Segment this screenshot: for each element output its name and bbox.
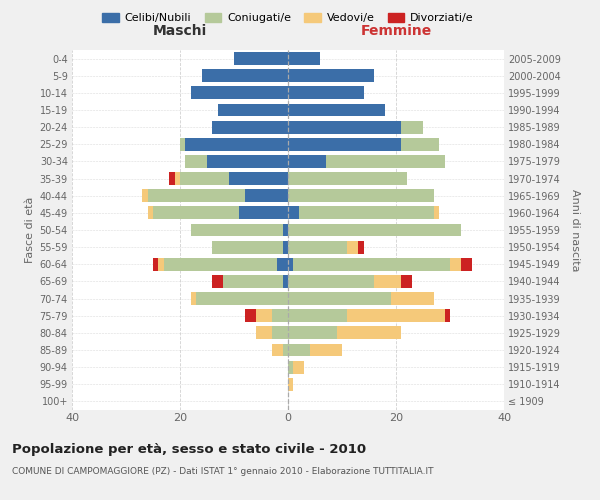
Y-axis label: Anni di nascita: Anni di nascita (571, 188, 580, 271)
Bar (299, 206, 434, 220)
Bar (358, 240, 364, 254)
Bar (229, 172, 288, 185)
Bar (450, 258, 461, 270)
Bar (288, 360, 293, 374)
Text: Femmine: Femmine (361, 24, 431, 38)
Bar (288, 258, 293, 270)
Bar (401, 138, 439, 150)
Y-axis label: Fasce di età: Fasce di età (25, 197, 35, 263)
Bar (191, 224, 283, 236)
Bar (288, 310, 347, 322)
Bar (293, 258, 450, 270)
Text: COMUNE DI CAMPOMAGGIORE (PZ) - Dati ISTAT 1° gennaio 2010 - Elaborazione TUTTITA: COMUNE DI CAMPOMAGGIORE (PZ) - Dati ISTA… (12, 468, 433, 476)
Bar (283, 224, 288, 236)
Bar (245, 190, 288, 202)
Bar (293, 360, 304, 374)
Bar (461, 258, 472, 270)
Bar (445, 310, 450, 322)
Bar (288, 138, 401, 150)
Bar (310, 344, 342, 356)
Bar (277, 258, 288, 270)
Bar (288, 120, 401, 134)
Text: Maschi: Maschi (153, 24, 207, 38)
Bar (288, 104, 385, 117)
Bar (148, 206, 153, 220)
Bar (347, 310, 445, 322)
Bar (153, 206, 239, 220)
Bar (288, 326, 337, 340)
Bar (288, 224, 461, 236)
Bar (196, 292, 288, 305)
Bar (175, 172, 180, 185)
Bar (153, 258, 158, 270)
Bar (283, 275, 288, 288)
Bar (288, 292, 391, 305)
Bar (212, 120, 288, 134)
Bar (142, 190, 148, 202)
Bar (337, 326, 401, 340)
Bar (202, 70, 288, 82)
Bar (272, 310, 288, 322)
Bar (218, 104, 288, 117)
Bar (288, 240, 347, 254)
Bar (434, 206, 439, 220)
Bar (326, 155, 445, 168)
Bar (207, 155, 288, 168)
Bar (283, 344, 288, 356)
Bar (158, 258, 164, 270)
Bar (212, 240, 283, 254)
Bar (288, 344, 310, 356)
Text: Popolazione per età, sesso e stato civile - 2010: Popolazione per età, sesso e stato civil… (12, 442, 366, 456)
Bar (288, 70, 374, 82)
Bar (148, 190, 245, 202)
Bar (164, 258, 277, 270)
Bar (288, 172, 407, 185)
Bar (272, 326, 288, 340)
Bar (401, 275, 412, 288)
Bar (191, 292, 196, 305)
Bar (272, 344, 283, 356)
Bar (288, 86, 364, 100)
Bar (288, 190, 434, 202)
Bar (239, 206, 288, 220)
Bar (180, 138, 185, 150)
Bar (180, 172, 229, 185)
Bar (401, 120, 423, 134)
Bar (288, 378, 293, 390)
Bar (288, 155, 326, 168)
Bar (185, 138, 288, 150)
Bar (191, 86, 288, 100)
Legend: Celibi/Nubili, Coniugati/e, Vedovi/e, Divorziati/e: Celibi/Nubili, Coniugati/e, Vedovi/e, Di… (98, 8, 478, 28)
Bar (283, 240, 288, 254)
Bar (347, 240, 358, 254)
Bar (223, 275, 283, 288)
Bar (256, 326, 272, 340)
Bar (391, 292, 434, 305)
Bar (185, 155, 207, 168)
Bar (245, 310, 256, 322)
Bar (234, 52, 288, 65)
Bar (288, 275, 374, 288)
Bar (288, 52, 320, 65)
Bar (374, 275, 401, 288)
Bar (288, 206, 299, 220)
Bar (256, 310, 272, 322)
Bar (212, 275, 223, 288)
Bar (169, 172, 175, 185)
